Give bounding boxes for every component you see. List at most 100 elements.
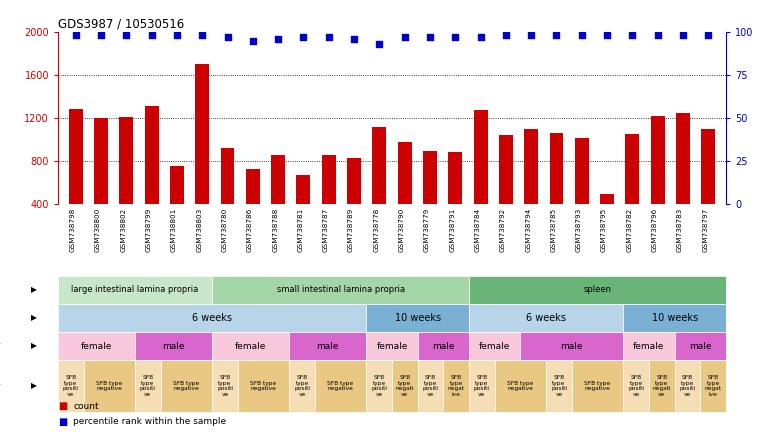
- Bar: [315, 360, 366, 412]
- Bar: [392, 360, 418, 412]
- Text: small intestinal lamina propria: small intestinal lamina propria: [277, 285, 405, 294]
- Bar: [144, 106, 159, 247]
- Text: 6 weeks: 6 weeks: [193, 313, 232, 323]
- Text: GSM738787: GSM738787: [322, 208, 329, 252]
- Text: SFB
type
positi
ve: SFB type positi ve: [628, 375, 644, 396]
- Text: GSM738786: GSM738786: [247, 208, 253, 252]
- Bar: [675, 332, 726, 360]
- Text: 10 weeks: 10 weeks: [652, 313, 698, 323]
- Text: SFB type
negative: SFB type negative: [328, 381, 354, 391]
- Bar: [296, 175, 310, 247]
- Text: female: female: [235, 341, 267, 350]
- Bar: [495, 360, 546, 412]
- Bar: [366, 304, 469, 332]
- Text: GSM738785: GSM738785: [551, 208, 556, 252]
- Point: [247, 37, 259, 44]
- Bar: [347, 158, 361, 247]
- Text: GSM738801: GSM738801: [171, 208, 177, 252]
- Point: [601, 32, 613, 39]
- Point: [449, 34, 461, 41]
- Text: SFB
type
positi
ve: SFB type positi ve: [422, 375, 439, 396]
- Text: GSM738795: GSM738795: [601, 208, 607, 252]
- Bar: [160, 360, 212, 412]
- Point: [474, 34, 487, 41]
- Point: [272, 36, 284, 43]
- Bar: [246, 169, 260, 247]
- Bar: [600, 194, 614, 247]
- Point: [550, 32, 562, 39]
- Text: SFB
type
positi
ve: SFB type positi ve: [140, 375, 156, 396]
- Bar: [84, 360, 135, 412]
- Bar: [366, 332, 418, 360]
- Text: ■: ■: [58, 417, 67, 427]
- Bar: [271, 155, 285, 247]
- Text: GSM738789: GSM738789: [348, 208, 354, 252]
- Text: male: male: [432, 341, 455, 350]
- Point: [626, 32, 639, 39]
- Bar: [196, 64, 209, 247]
- Bar: [469, 332, 520, 360]
- Point: [525, 32, 537, 39]
- Text: GSM738780: GSM738780: [222, 208, 228, 252]
- Text: GSM738791: GSM738791: [449, 208, 455, 252]
- Bar: [623, 332, 675, 360]
- Text: SFB type
negative: SFB type negative: [96, 381, 122, 391]
- Bar: [135, 360, 160, 412]
- Bar: [212, 360, 238, 412]
- Bar: [94, 118, 108, 247]
- Text: GSM738782: GSM738782: [626, 208, 633, 252]
- Text: GSM738798: GSM738798: [70, 208, 76, 252]
- Bar: [290, 360, 315, 412]
- Bar: [469, 360, 495, 412]
- Text: GDS3987 / 10530516: GDS3987 / 10530516: [58, 18, 184, 31]
- Text: ▶: ▶: [31, 381, 37, 391]
- Point: [171, 32, 183, 39]
- Text: GSM738778: GSM738778: [374, 208, 380, 252]
- Bar: [322, 155, 335, 247]
- Text: female: female: [633, 341, 665, 350]
- Text: ■: ■: [58, 401, 67, 411]
- Bar: [676, 113, 690, 247]
- Text: GSM738799: GSM738799: [146, 208, 151, 252]
- Text: male: male: [316, 341, 339, 350]
- Text: SFB
type
positi
ve: SFB type positi ve: [294, 375, 310, 396]
- Bar: [398, 142, 412, 247]
- Text: ▶: ▶: [31, 313, 37, 322]
- Bar: [290, 332, 366, 360]
- Text: SFB
type
negati
ve: SFB type negati ve: [396, 375, 414, 396]
- Point: [702, 32, 714, 39]
- Text: GSM738783: GSM738783: [677, 208, 683, 252]
- Point: [70, 32, 82, 39]
- Bar: [366, 360, 392, 412]
- Text: count: count: [73, 402, 99, 411]
- Bar: [524, 129, 538, 247]
- Point: [95, 32, 107, 39]
- Text: male: male: [689, 341, 711, 350]
- Text: ▶: ▶: [31, 341, 37, 350]
- Bar: [58, 360, 84, 412]
- Text: SFB
type
negat
ive: SFB type negat ive: [448, 375, 465, 396]
- Text: GSM738800: GSM738800: [95, 208, 101, 252]
- Bar: [58, 332, 135, 360]
- Point: [348, 36, 360, 43]
- Text: SFB
type
negat
ive: SFB type negat ive: [704, 375, 722, 396]
- Bar: [212, 276, 469, 304]
- Bar: [651, 116, 665, 247]
- Text: GSM738779: GSM738779: [424, 208, 430, 252]
- Bar: [623, 304, 726, 332]
- Bar: [69, 109, 83, 247]
- Bar: [675, 360, 701, 412]
- Bar: [546, 360, 571, 412]
- Bar: [58, 276, 212, 304]
- Bar: [221, 148, 235, 247]
- Bar: [575, 139, 589, 247]
- Bar: [549, 133, 563, 247]
- Bar: [418, 332, 469, 360]
- Text: SFB type
negative: SFB type negative: [507, 381, 533, 391]
- Bar: [119, 117, 133, 247]
- Bar: [212, 332, 290, 360]
- Text: SFB
type
positi
ve: SFB type positi ve: [474, 375, 490, 396]
- Point: [297, 34, 309, 41]
- Point: [374, 40, 386, 48]
- Text: GSM738797: GSM738797: [702, 208, 708, 252]
